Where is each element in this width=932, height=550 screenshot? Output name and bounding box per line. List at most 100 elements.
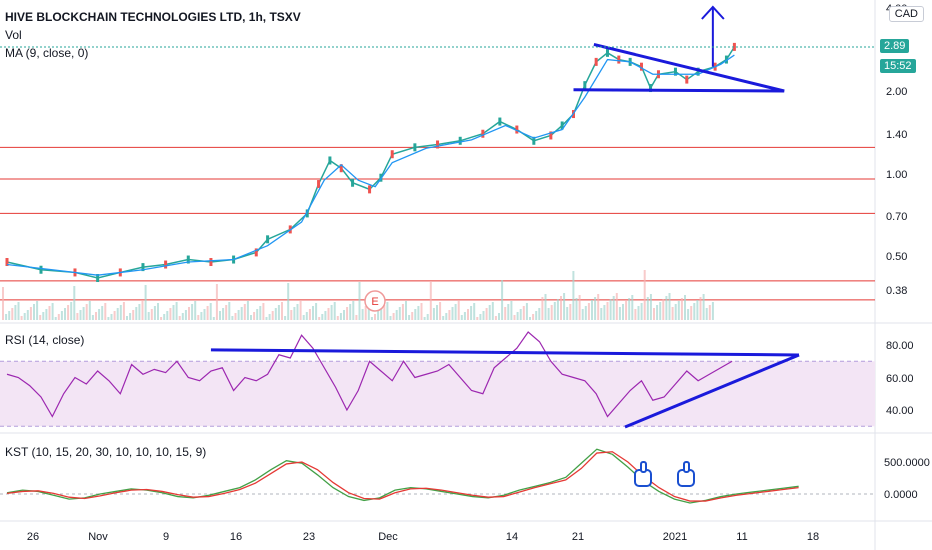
x-axis-tick: 16: [230, 531, 242, 543]
volume-bar: [253, 312, 256, 320]
price-candle: [724, 55, 728, 64]
volume-bar: [209, 303, 212, 320]
x-axis-tick: 2021: [663, 531, 687, 543]
volume-bar: [274, 308, 277, 320]
volume-bar: [355, 315, 358, 320]
volume-bar: [181, 313, 184, 320]
volume-bar: [262, 303, 265, 320]
price-candle: [673, 67, 677, 76]
x-axis-tick: 26: [27, 531, 39, 543]
price-candle: [560, 121, 564, 130]
volume-bar: [336, 316, 339, 320]
volume-bar: [222, 308, 225, 320]
volume-bar: [622, 304, 624, 320]
volume-bar: [566, 307, 569, 320]
volume-bar: [91, 315, 94, 320]
volume-bar: [122, 302, 125, 320]
volume-bar: [451, 307, 454, 320]
price-candle: [317, 180, 321, 189]
volume-bar: [513, 315, 516, 320]
price-candle: [549, 131, 553, 140]
volume-bar: [203, 309, 206, 320]
volume-bar: [163, 314, 166, 320]
rsi-line: [6, 331, 733, 418]
volume-bar: [467, 309, 469, 320]
kst-legend: KST (10, 15, 20, 30, 10, 10, 10, 15, 9): [5, 445, 207, 459]
currency-badge[interactable]: CAD: [888, 6, 924, 22]
volume-bar: [460, 315, 463, 320]
x-axis-tick: 21: [572, 531, 584, 543]
volume-bar: [166, 311, 169, 320]
volume-bar: [157, 303, 159, 320]
volume-bar: [5, 314, 8, 320]
volume-bar: [215, 284, 218, 320]
volume-bar: [479, 314, 482, 320]
volume-bar: [414, 309, 417, 320]
volume-bar: [408, 315, 411, 320]
volume-bar: [705, 308, 708, 320]
volume-bar: [138, 304, 141, 320]
volume-bar: [129, 313, 132, 320]
volume-bar: [287, 283, 290, 320]
volume-bar: [79, 310, 82, 320]
volume-bar: [429, 281, 432, 320]
volume-bar: [687, 309, 690, 320]
volume-bar: [600, 308, 603, 320]
price-candle: [639, 62, 643, 71]
volume-bar: [206, 306, 209, 320]
rsi-top-trendline: [210, 348, 800, 357]
volume-bar: [169, 308, 172, 320]
volume-bar: [507, 304, 510, 320]
kst-signal-line: [6, 451, 799, 502]
x-axis-tick: 11: [736, 531, 747, 543]
x-axis-tick: 23: [303, 531, 315, 543]
kst-legend-wrap: KST (10, 15, 20, 30, 10, 10, 10, 15, 9): [5, 443, 206, 461]
volume-bar: [529, 317, 531, 320]
volume-bar: [646, 297, 649, 320]
volume-bar: [426, 314, 429, 320]
volume-bar: [547, 308, 550, 320]
volume-bar: [640, 303, 643, 320]
price-candle: [685, 75, 689, 84]
volume-bar: [327, 308, 330, 320]
volume-bar: [293, 307, 296, 320]
volume-bar: [277, 305, 280, 320]
hand-finger: [683, 461, 690, 473]
volume-bar: [2, 287, 4, 320]
price-y-tick: 1.00: [886, 169, 907, 181]
volume-bar: [482, 311, 485, 320]
volume-bar: [113, 311, 116, 320]
volume-bar: [370, 317, 373, 320]
volume-bar: [587, 303, 590, 320]
volume-bar: [516, 312, 519, 320]
pointing-hand-icon: [634, 461, 652, 487]
volume-bar: [268, 314, 271, 320]
volume-bar: [377, 311, 380, 320]
x-axis-tick: 14: [506, 531, 518, 543]
last-price-badge: 2.89: [880, 39, 910, 53]
volume-bar: [188, 307, 190, 320]
volume-bar: [20, 316, 23, 320]
volume-bar: [522, 306, 525, 320]
volume-bar: [532, 314, 535, 320]
price-candle: [39, 265, 43, 274]
volume-bar: [14, 305, 17, 320]
volume-bar: [85, 304, 88, 320]
volume-bar: [653, 308, 655, 320]
volume-bar: [284, 316, 287, 320]
x-axis-tick: 9: [163, 531, 169, 543]
volume-bar: [491, 302, 494, 320]
volume-bar: [212, 317, 215, 320]
price-legend: HIVE BLOCKCHAIN TECHNOLOGIES LTD, 1h, TS…: [5, 8, 301, 62]
volume-bar: [141, 301, 144, 320]
price-candle: [305, 209, 309, 218]
price-candle: [209, 258, 213, 267]
volume-bar: [591, 300, 593, 320]
volume-bar: [361, 309, 364, 320]
volume-bar: [510, 301, 513, 320]
volume-bar: [101, 306, 104, 320]
volume-bar: [612, 296, 615, 320]
volume-bar: [501, 280, 504, 320]
price-y-tick: 0.38: [886, 285, 907, 297]
